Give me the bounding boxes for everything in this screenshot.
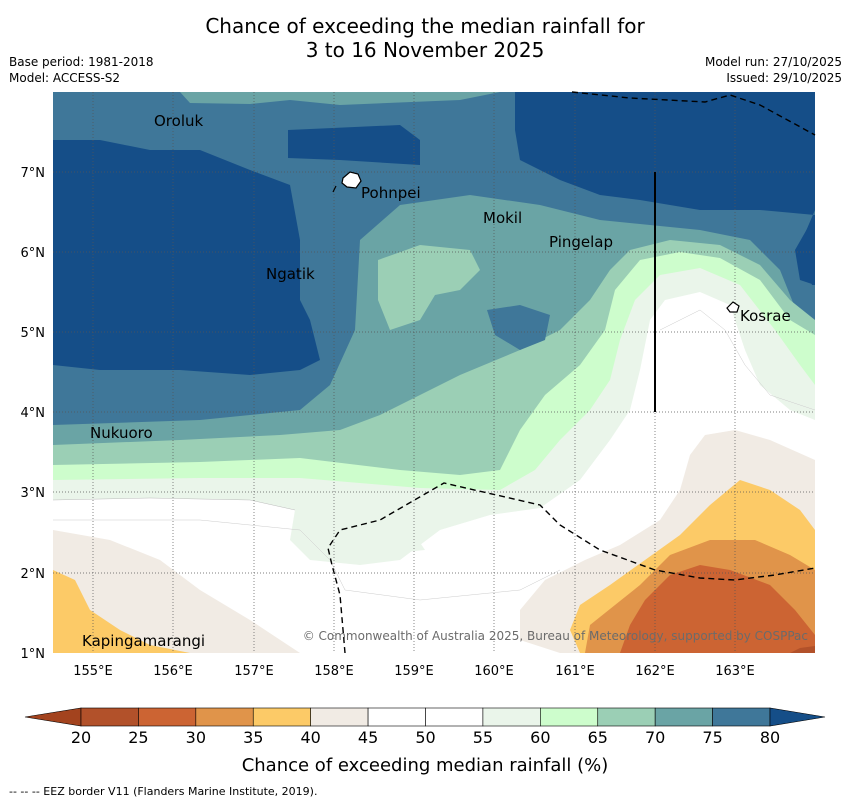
model-name: Model: ACCESS-S2 — [9, 71, 121, 85]
band-40-west — [53, 530, 300, 653]
lat-label: 1°N — [21, 647, 46, 662]
colorbar-tick-label: 45 — [357, 728, 379, 747]
meta-right: Model run: 27/10/2025 Issued: 29/10/2025 — [705, 54, 842, 86]
colorbar-tick-label: 40 — [300, 728, 321, 747]
contour-line — [53, 497, 296, 511]
colorbar-tick-label: 20 — [70, 728, 92, 747]
band-20 — [790, 646, 815, 653]
lon-label: 157°E — [234, 664, 274, 679]
colorbar-extend-low — [24, 707, 82, 727]
pohnpei-outline — [341, 171, 362, 189]
colorbar-title: Chance of exceeding median rainfall (%) — [241, 755, 609, 776]
title-line-1: Chance of exceeding the median rainfall … — [205, 14, 645, 38]
contour-line — [53, 519, 561, 601]
colorbar-swatch — [310, 707, 369, 727]
lat-label: 5°N — [21, 326, 46, 341]
colorbar-swatch — [138, 707, 197, 727]
colorbar-tick-label: 80 — [759, 728, 781, 747]
lat-label: 2°N — [21, 567, 46, 582]
lon-label: 155°E — [73, 664, 113, 679]
colorbar-swatch — [482, 707, 541, 727]
latitude-labels: 1°N 2°N 3°N 4°N 5°N 6°N 7°N — [21, 166, 46, 662]
band-80-west — [53, 140, 320, 375]
lon-label: 156°E — [153, 664, 193, 679]
label-pohnpei: Pohnpei — [361, 184, 421, 202]
band-80-east — [515, 92, 815, 285]
colorbar-extend-high — [769, 707, 826, 727]
colorbar-tick-label: 35 — [243, 728, 264, 747]
lon-label: 163°E — [715, 664, 755, 679]
lon-label: 158°E — [314, 664, 354, 679]
label-nukuoro: Nukuoro — [90, 424, 153, 442]
band-75-island — [487, 305, 550, 350]
band-80-kosrae — [795, 215, 815, 285]
probability-map — [53, 92, 815, 653]
base-period: Base period: 1981-2018 — [9, 55, 154, 69]
colorbar-tick-label: 55 — [472, 728, 494, 747]
colorbar-swatch — [712, 707, 771, 727]
islet-marker — [332, 185, 337, 193]
band-70-top — [180, 92, 500, 105]
colorbar-tick-label: 30 — [185, 728, 206, 747]
lon-label: 160°E — [474, 664, 514, 679]
lat-label: 6°N — [21, 246, 46, 261]
issued-date: Issued: 29/10/2025 — [726, 71, 842, 85]
band-55-pocket — [370, 530, 425, 552]
kosrae-outline — [726, 301, 740, 313]
label-kapingamarangi: Kapingamarangi — [82, 632, 205, 650]
lat-label: 4°N — [21, 406, 46, 421]
lon-label: 159°E — [394, 664, 434, 679]
colorbar-swatch — [80, 707, 139, 727]
colorbar-swatch — [597, 707, 656, 727]
lon-label: 162°E — [635, 664, 675, 679]
colorbar-swatch — [540, 707, 599, 727]
label-pingelap: Pingelap — [549, 233, 613, 251]
band-25 — [620, 565, 815, 653]
lat-label: 7°N — [21, 166, 46, 181]
colorbar-tick-label: 75 — [702, 728, 723, 747]
label-oroluk: Oroluk — [154, 112, 203, 130]
label-mokil: Mokil — [483, 209, 522, 227]
colorbar-swatch — [195, 707, 254, 727]
colorbar-swatch — [367, 707, 426, 727]
longitude-labels: 155°E 156°E 157°E 158°E 159°E 160°E 161°… — [73, 664, 755, 679]
label-kosrae: Kosrae — [740, 307, 791, 325]
eez-border — [327, 91, 816, 654]
band-65-island — [378, 245, 480, 330]
copyright-notice: © Commonwealth of Australia 2025, Bureau… — [303, 629, 808, 643]
band-80-north — [288, 125, 420, 165]
title-line-2: 3 to 16 November 2025 — [305, 38, 545, 62]
colorbar-tick-label: 70 — [644, 728, 666, 747]
colorbar-tick-label: 65 — [587, 728, 608, 747]
colorbar-swatch — [654, 707, 713, 727]
colorbar-swatch — [425, 707, 484, 727]
place-labels: Oroluk Pohnpei Mokil Pingelap Ngatik Kos… — [82, 112, 791, 650]
colorbar-tick-label: 25 — [128, 728, 149, 747]
label-ngatik: Ngatik — [266, 265, 315, 283]
band-35-west — [53, 570, 190, 653]
lon-label: 161°E — [555, 664, 595, 679]
model-run: Model run: 27/10/2025 — [704, 55, 842, 69]
lat-label: 3°N — [21, 486, 46, 501]
colorbar-swatch — [252, 707, 311, 727]
islands — [332, 171, 740, 313]
colorbar — [24, 707, 826, 727]
meta-left: Base period: 1981-2018 Model: ACCESS-S2 — [9, 54, 154, 86]
colorbar-tick-label: 60 — [530, 728, 551, 747]
colorbar-tick-label: 50 — [415, 728, 436, 747]
map-title: Chance of exceeding the median rainfall … — [0, 14, 850, 62]
eez-footnote: -- -- -- EEZ border V11 (Flanders Marine… — [9, 785, 318, 798]
